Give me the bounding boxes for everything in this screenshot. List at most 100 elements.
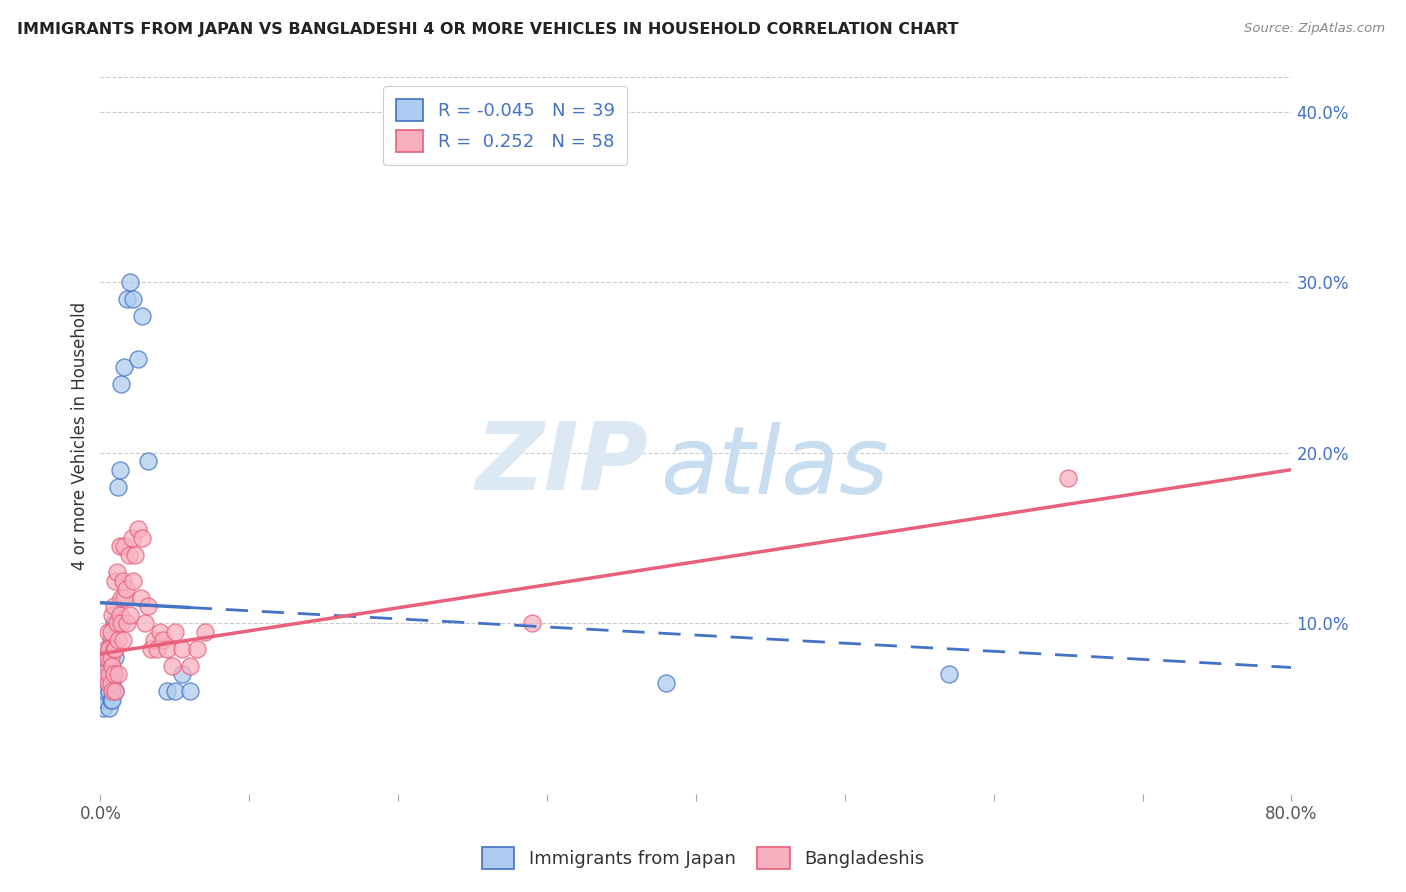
Point bbox=[103, 616, 125, 631]
Point bbox=[163, 624, 186, 639]
Point bbox=[107, 480, 129, 494]
Point bbox=[149, 624, 172, 639]
Point bbox=[97, 676, 120, 690]
Point bbox=[100, 650, 122, 665]
Point bbox=[103, 599, 125, 613]
Point bbox=[1057, 471, 1080, 485]
Point bbox=[94, 693, 117, 707]
Point bbox=[179, 684, 201, 698]
Point bbox=[101, 658, 124, 673]
Point bbox=[520, 616, 543, 631]
Point bbox=[112, 360, 135, 375]
Point bbox=[98, 684, 121, 698]
Point bbox=[101, 684, 124, 698]
Point bbox=[97, 624, 120, 639]
Point bbox=[172, 667, 194, 681]
Point bbox=[97, 650, 120, 665]
Point bbox=[115, 616, 138, 631]
Point bbox=[179, 658, 201, 673]
Text: ZIP: ZIP bbox=[475, 418, 648, 510]
Point bbox=[163, 684, 186, 698]
Point bbox=[101, 641, 124, 656]
Point bbox=[96, 658, 118, 673]
Point bbox=[108, 540, 131, 554]
Point bbox=[98, 650, 121, 665]
Point bbox=[114, 582, 136, 596]
Point bbox=[108, 463, 131, 477]
Point bbox=[97, 658, 120, 673]
Point bbox=[98, 701, 121, 715]
Point bbox=[938, 667, 960, 681]
Point bbox=[127, 522, 149, 536]
Legend: Immigrants from Japan, Bangladeshis: Immigrants from Japan, Bangladeshis bbox=[472, 838, 934, 879]
Point bbox=[104, 641, 127, 656]
Point bbox=[110, 591, 132, 605]
Point bbox=[97, 641, 120, 656]
Point bbox=[122, 574, 145, 588]
Point bbox=[117, 548, 139, 562]
Point bbox=[172, 641, 194, 656]
Point bbox=[104, 684, 127, 698]
Point bbox=[94, 650, 117, 665]
Point bbox=[103, 667, 125, 681]
Point bbox=[655, 676, 678, 690]
Point bbox=[96, 684, 118, 698]
Point bbox=[131, 531, 153, 545]
Point bbox=[194, 624, 217, 639]
Point bbox=[142, 633, 165, 648]
Point bbox=[136, 454, 159, 468]
Point bbox=[131, 309, 153, 323]
Point bbox=[121, 531, 143, 545]
Point bbox=[136, 599, 159, 613]
Point bbox=[134, 616, 156, 631]
Point bbox=[100, 633, 122, 648]
Point bbox=[101, 676, 124, 690]
Point bbox=[98, 667, 121, 681]
Point bbox=[108, 607, 131, 622]
Point bbox=[103, 641, 125, 656]
Point bbox=[101, 607, 124, 622]
Point bbox=[104, 684, 127, 698]
Point bbox=[101, 693, 124, 707]
Point bbox=[104, 574, 127, 588]
Point bbox=[91, 684, 114, 698]
Point bbox=[111, 574, 134, 588]
Text: IMMIGRANTS FROM JAPAN VS BANGLADESHI 4 OR MORE VEHICLES IN HOUSEHOLD CORRELATION: IMMIGRANTS FROM JAPAN VS BANGLADESHI 4 O… bbox=[17, 22, 959, 37]
Point bbox=[91, 667, 114, 681]
Point bbox=[100, 667, 122, 681]
Point bbox=[120, 607, 142, 622]
Point bbox=[103, 667, 125, 681]
Point bbox=[139, 641, 162, 656]
Point bbox=[105, 616, 128, 631]
Point bbox=[100, 693, 122, 707]
Point bbox=[110, 377, 132, 392]
Point bbox=[115, 292, 138, 306]
Point bbox=[112, 540, 135, 554]
Point bbox=[127, 351, 149, 366]
Legend: R = -0.045   N = 39, R =  0.252   N = 58: R = -0.045 N = 39, R = 0.252 N = 58 bbox=[384, 87, 627, 165]
Point bbox=[105, 616, 128, 631]
Point bbox=[100, 624, 122, 639]
Point bbox=[96, 641, 118, 656]
Point bbox=[105, 565, 128, 579]
Point bbox=[91, 701, 114, 715]
Point bbox=[156, 641, 179, 656]
Point bbox=[160, 658, 183, 673]
Point bbox=[100, 676, 122, 690]
Point bbox=[122, 292, 145, 306]
Point bbox=[104, 650, 127, 665]
Text: Source: ZipAtlas.com: Source: ZipAtlas.com bbox=[1244, 22, 1385, 36]
Y-axis label: 4 or more Vehicles in Household: 4 or more Vehicles in Household bbox=[72, 301, 89, 570]
Point bbox=[107, 667, 129, 681]
Point bbox=[111, 633, 134, 648]
Point bbox=[152, 633, 174, 648]
Point bbox=[156, 684, 179, 698]
Point bbox=[186, 641, 208, 656]
Text: atlas: atlas bbox=[661, 422, 889, 513]
Point bbox=[146, 641, 169, 656]
Point bbox=[124, 548, 146, 562]
Point bbox=[112, 591, 135, 605]
Point bbox=[97, 676, 120, 690]
Point bbox=[107, 633, 129, 648]
Point bbox=[120, 275, 142, 289]
